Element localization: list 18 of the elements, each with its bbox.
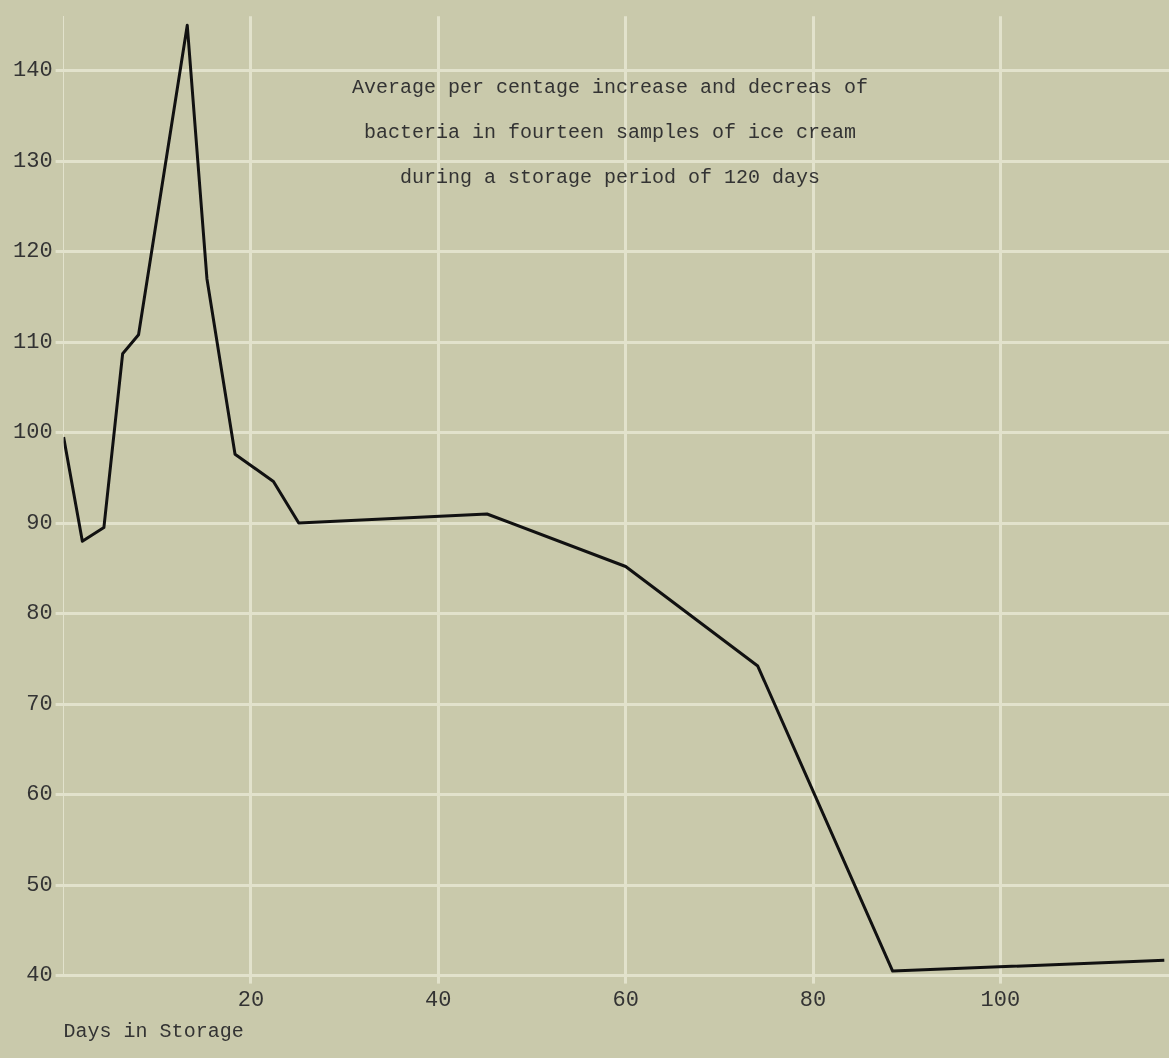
- y-tick-label: 140: [13, 58, 53, 84]
- y-tick-label: 120: [13, 239, 53, 265]
- y-tick-label: 40: [26, 963, 53, 989]
- x-tick-label: 60: [612, 987, 639, 1013]
- y-tick-label: 50: [26, 872, 53, 898]
- x-tick-label: 20: [237, 987, 265, 1013]
- x-tick-label: 100: [980, 987, 1021, 1013]
- y-tick-label: 100: [13, 420, 53, 446]
- text: Average per centage increase and decreas of bacteria in fourteen samples of ice cream during a storage period of 120 days: [350, 75, 870, 191]
- y-tick-label: 70: [26, 691, 53, 717]
- y-tick-label: 80: [26, 601, 53, 627]
- x-axis-title: Days in Storage: [63, 1020, 244, 1044]
- x-tick-label: 40: [425, 987, 452, 1013]
- y-tick-label: 110: [13, 329, 53, 355]
- y-tick-label: 60: [26, 782, 53, 808]
- y-tick-label: 90: [26, 510, 53, 536]
- x-tick-label: 80: [799, 987, 827, 1013]
- y-tick-label: 130: [13, 148, 53, 174]
